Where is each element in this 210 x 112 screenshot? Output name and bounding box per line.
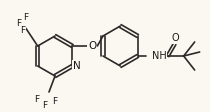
Text: F: F — [42, 100, 47, 110]
Text: F: F — [20, 26, 25, 34]
Text: F: F — [52, 97, 58, 106]
Text: F: F — [34, 95, 39, 103]
Text: F: F — [23, 13, 28, 22]
Text: F: F — [16, 18, 21, 28]
Text: O: O — [172, 33, 180, 43]
Text: NH: NH — [152, 51, 166, 61]
Text: O: O — [88, 41, 96, 51]
Text: N: N — [73, 61, 81, 71]
